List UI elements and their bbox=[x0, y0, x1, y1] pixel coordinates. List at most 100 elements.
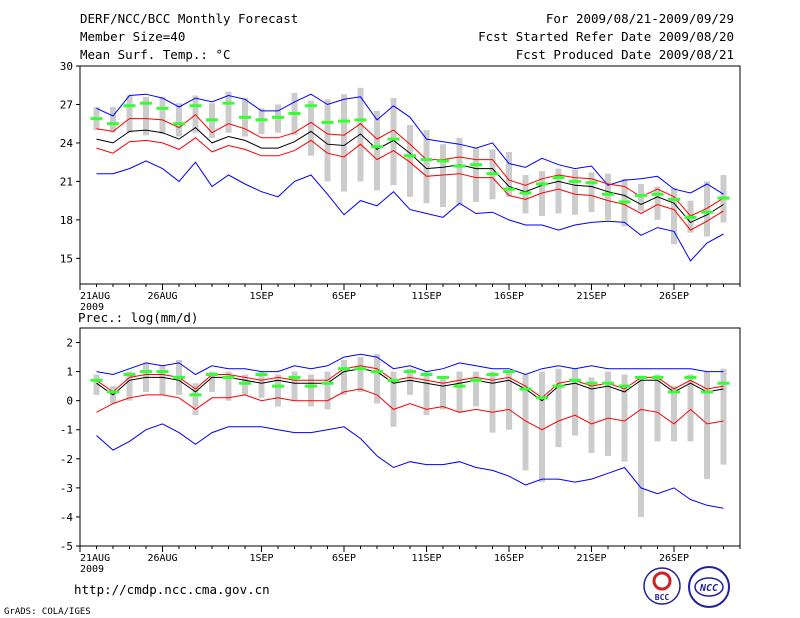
temp-median-mark bbox=[404, 154, 416, 158]
prec-range-box bbox=[93, 374, 100, 395]
temp-range-box bbox=[456, 137, 463, 206]
temp-xtick-year: 2009 bbox=[80, 302, 104, 313]
temp-range-box bbox=[110, 107, 116, 133]
prec-median-mark bbox=[354, 367, 367, 371]
temp-median-mark bbox=[651, 192, 664, 196]
prec-median-mark bbox=[651, 375, 664, 379]
temp-range-box bbox=[506, 151, 512, 197]
prec-median-mark bbox=[503, 370, 515, 374]
logo-ncc: NCC bbox=[688, 566, 730, 608]
prec-ytick-label: 2 bbox=[66, 337, 73, 350]
temp-ytick-label: 21 bbox=[60, 175, 73, 188]
prec-median-mark bbox=[404, 370, 416, 374]
temp-median-mark bbox=[338, 119, 350, 123]
prec-range-box bbox=[522, 374, 529, 471]
prec-range-box bbox=[374, 354, 380, 404]
temp-range-box bbox=[390, 98, 397, 186]
prec-median-mark bbox=[321, 381, 334, 385]
temp-range-box bbox=[423, 130, 430, 204]
temp-median-mark bbox=[239, 115, 251, 119]
temp-range-box bbox=[341, 94, 347, 192]
prec-xtick-label: 26AUG bbox=[147, 553, 177, 564]
temp-median-mark bbox=[123, 104, 136, 108]
temp-median-mark bbox=[173, 122, 185, 126]
temp-median-mark bbox=[107, 122, 119, 126]
prec-median-mark bbox=[585, 381, 598, 385]
prec-median-mark bbox=[668, 390, 680, 394]
temp-range-box bbox=[704, 181, 710, 237]
temp-median-mark bbox=[717, 196, 730, 200]
prec-spread-lower-line bbox=[96, 388, 724, 431]
temp-range-box bbox=[605, 173, 611, 220]
temp-xtick-label: 21AUG bbox=[80, 291, 110, 302]
prec-ensemble-mean-line bbox=[96, 368, 724, 402]
temp-range-box bbox=[159, 96, 166, 134]
temp-range-box bbox=[539, 171, 545, 217]
prec-range-box bbox=[407, 368, 413, 395]
prec-median-mark bbox=[453, 384, 466, 388]
prec-range-box bbox=[638, 377, 644, 517]
temp-median-mark bbox=[602, 192, 614, 196]
prec-xtick-label: 6SEP bbox=[332, 553, 356, 564]
temp-range-box bbox=[176, 103, 182, 137]
prec-range-box bbox=[720, 368, 727, 465]
prec-range-box bbox=[390, 371, 397, 427]
prec-range-box bbox=[704, 371, 710, 480]
prec-range-box bbox=[555, 368, 562, 448]
prec-ytick-label: -4 bbox=[60, 511, 74, 524]
temp-range-box bbox=[374, 110, 380, 191]
prec-range-box bbox=[308, 374, 314, 407]
temp-median-mark bbox=[321, 120, 334, 124]
temp-median-mark bbox=[156, 106, 169, 110]
temp-median-mark bbox=[486, 172, 499, 176]
prec-range-box bbox=[605, 371, 611, 456]
prec-median-mark bbox=[387, 378, 400, 382]
temp-ytick-label: 30 bbox=[60, 60, 73, 73]
forecast-period: For 2009/08/21-2009/09/29 bbox=[545, 11, 734, 26]
prec-median-mark bbox=[206, 373, 218, 377]
temp-ytick-label: 15 bbox=[60, 252, 73, 265]
temp-ensemble-max-line bbox=[96, 93, 724, 195]
logo-bcc-text: BCC bbox=[655, 593, 670, 602]
prec-median-mark bbox=[470, 378, 482, 382]
temp-range-box bbox=[440, 144, 446, 208]
chart-title: DERF/NCC/BCC Monthly Forecast bbox=[80, 11, 299, 26]
temp-median-mark bbox=[618, 200, 631, 204]
temp-xtick-label: 1SEP bbox=[249, 291, 273, 302]
produced-date: Fcst Produced Date 2009/08/21 bbox=[515, 47, 734, 62]
temp-ensemble-mean-line bbox=[96, 126, 724, 224]
prec-range-box bbox=[291, 371, 298, 401]
prec-range-box bbox=[687, 374, 694, 442]
temp-range-box bbox=[654, 186, 661, 220]
temp-median-mark bbox=[288, 111, 301, 115]
temp-range-box bbox=[671, 187, 677, 245]
prec-median-mark bbox=[684, 375, 697, 379]
temp-median-mark bbox=[420, 158, 433, 162]
temp-range-box bbox=[407, 124, 413, 197]
prec-xtick-label: 1SEP bbox=[249, 553, 273, 564]
prec-ytick-label: -3 bbox=[60, 482, 73, 495]
temp-median-mark bbox=[453, 164, 466, 168]
footer-credit: GrADS: COLA/IGES bbox=[4, 607, 91, 617]
logo-bcc: BCC bbox=[643, 567, 681, 605]
prec-median-mark bbox=[371, 370, 383, 374]
prec-median-mark bbox=[173, 375, 185, 379]
temp-spread-upper-line bbox=[96, 114, 724, 217]
temp-median-mark bbox=[536, 182, 548, 186]
temp-xtick-label: 6SEP bbox=[332, 291, 356, 302]
precip-panel-title: Prec.: log(mm/d) bbox=[78, 310, 198, 325]
prec-ytick-label: -2 bbox=[60, 453, 73, 466]
temp-range-box bbox=[473, 148, 479, 202]
temp-median-mark bbox=[552, 176, 565, 180]
prec-median-mark bbox=[338, 367, 350, 371]
prec-ensemble-max-line bbox=[96, 353, 724, 376]
temp-range-box bbox=[308, 100, 314, 156]
temp-xtick-label: 26AUG bbox=[147, 291, 177, 302]
prec-median-mark bbox=[536, 396, 548, 400]
temp-xtick-label: 21SEP bbox=[576, 291, 606, 302]
temp-median-mark bbox=[189, 104, 202, 108]
temp-range-box bbox=[126, 95, 133, 133]
temp-ytick-label: 24 bbox=[60, 137, 74, 150]
